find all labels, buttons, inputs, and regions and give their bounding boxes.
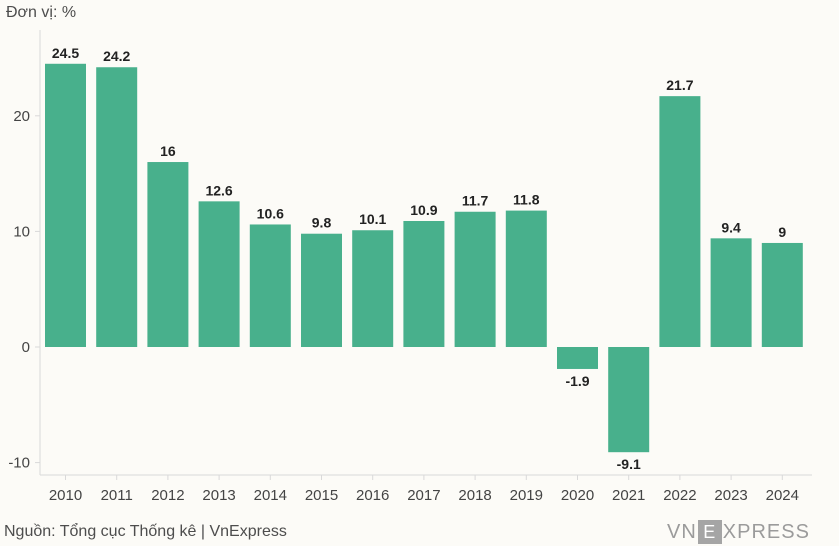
x-tick-label: 2017 xyxy=(407,487,440,504)
bar xyxy=(761,242,803,347)
bar xyxy=(198,201,240,347)
x-tick-label: 2018 xyxy=(458,487,491,504)
y-tick-label: 20 xyxy=(13,108,30,125)
bar xyxy=(352,230,394,347)
x-tick-label: 2023 xyxy=(714,487,747,504)
data-label: 24.2 xyxy=(103,48,130,64)
y-tick-label: 10 xyxy=(13,223,30,240)
y-tick-label: -10 xyxy=(8,455,30,472)
bar xyxy=(403,220,445,347)
bar xyxy=(505,210,547,347)
y-tick-label: 0 xyxy=(22,339,30,356)
data-label: 9.4 xyxy=(721,219,741,235)
data-label: 9.8 xyxy=(312,215,332,231)
bars: 24.5 24.2 16 12.6 10.6 9.8 10.1 10.9 11.7 11.8 -1.… xyxy=(45,45,803,472)
data-label: 10.1 xyxy=(359,211,386,227)
bar xyxy=(249,224,291,347)
x-tick-label: 2024 xyxy=(766,487,799,504)
bar xyxy=(608,347,650,453)
x-tick-label: 2014 xyxy=(254,487,287,504)
bar xyxy=(301,233,342,347)
data-label: -9.1 xyxy=(617,456,641,472)
x-tick-label: 2020 xyxy=(561,487,594,504)
x-tick-label: 2010 xyxy=(49,487,82,504)
x-tick-label: 2021 xyxy=(612,487,645,504)
unit-label: Đơn vị: % xyxy=(6,4,77,21)
x-tick-label: 2015 xyxy=(305,487,338,504)
data-label: 11.7 xyxy=(462,193,489,209)
bar xyxy=(45,63,86,347)
bar xyxy=(96,67,138,348)
data-label: 10.9 xyxy=(410,202,437,218)
data-label: 16 xyxy=(160,143,176,159)
bar xyxy=(454,211,496,347)
data-label: 24.5 xyxy=(52,45,79,61)
x-axis: 2010 2011 2012 2013 2014 2015 2016 2017 2018 2019… xyxy=(40,474,812,504)
data-label: -1.9 xyxy=(565,373,589,389)
bar-chart: -10 0 10 20 24.5 24.2 16 12.6 10.6 9.8 10.1 10.9 11… xyxy=(8,30,812,504)
bar xyxy=(557,347,598,369)
logo-text-right: XPRESS xyxy=(722,520,810,543)
x-tick-label: 2013 xyxy=(202,487,235,504)
x-tick-label: 2012 xyxy=(151,487,184,504)
x-tick-label: 2022 xyxy=(663,487,696,504)
data-label: 11.8 xyxy=(513,192,540,208)
vnexpress-logo: VN E XPRESS xyxy=(667,520,810,544)
bar xyxy=(147,162,189,347)
x-tick-label: 2016 xyxy=(356,487,389,504)
y-axis: -10 0 10 20 xyxy=(8,30,41,475)
logo-e-box: E xyxy=(697,520,722,544)
x-tick-label: 2011 xyxy=(101,487,133,504)
data-label: 12.6 xyxy=(205,182,232,198)
source-note: Nguồn: Tổng cục Thống kê | VnExpress xyxy=(4,523,287,540)
logo-text-left: VN xyxy=(667,520,697,543)
data-label: 21.7 xyxy=(666,77,693,93)
data-label: 9 xyxy=(778,224,786,240)
bar xyxy=(659,96,701,347)
bar xyxy=(710,238,752,347)
data-label: 10.6 xyxy=(257,205,284,221)
x-tick-label: 2019 xyxy=(510,487,543,504)
